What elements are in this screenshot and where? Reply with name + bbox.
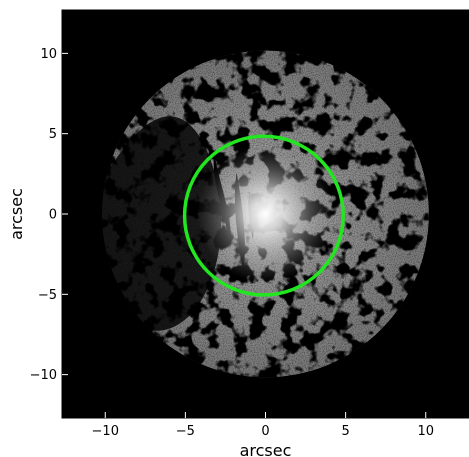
y-axis-label: arcsec: [7, 188, 26, 240]
x-tick-label: −5: [176, 424, 195, 439]
y-tick-label: −5: [38, 288, 57, 303]
x-tick-label: 5: [341, 424, 349, 439]
x-tick-label: 10: [417, 424, 434, 439]
y-tick-label: −10: [30, 368, 57, 383]
y-tick-label: 10: [40, 47, 57, 62]
x-tick-label: 0: [261, 424, 269, 439]
aperture-circle: [182, 134, 345, 297]
x-tick-label: −10: [92, 424, 119, 439]
galaxy-image: [102, 50, 429, 378]
y-axis-ticks: 10 5 0 −5 −10: [30, 47, 68, 383]
x-axis-label: arcsec: [240, 441, 292, 457]
y-tick-label: 0: [49, 208, 57, 223]
galaxy-core: [196, 145, 335, 283]
y-tick-label: 5: [49, 127, 57, 142]
x-axis-ticks: −10 −5 0 5 10: [92, 412, 434, 439]
masked-left-region: [102, 116, 222, 331]
